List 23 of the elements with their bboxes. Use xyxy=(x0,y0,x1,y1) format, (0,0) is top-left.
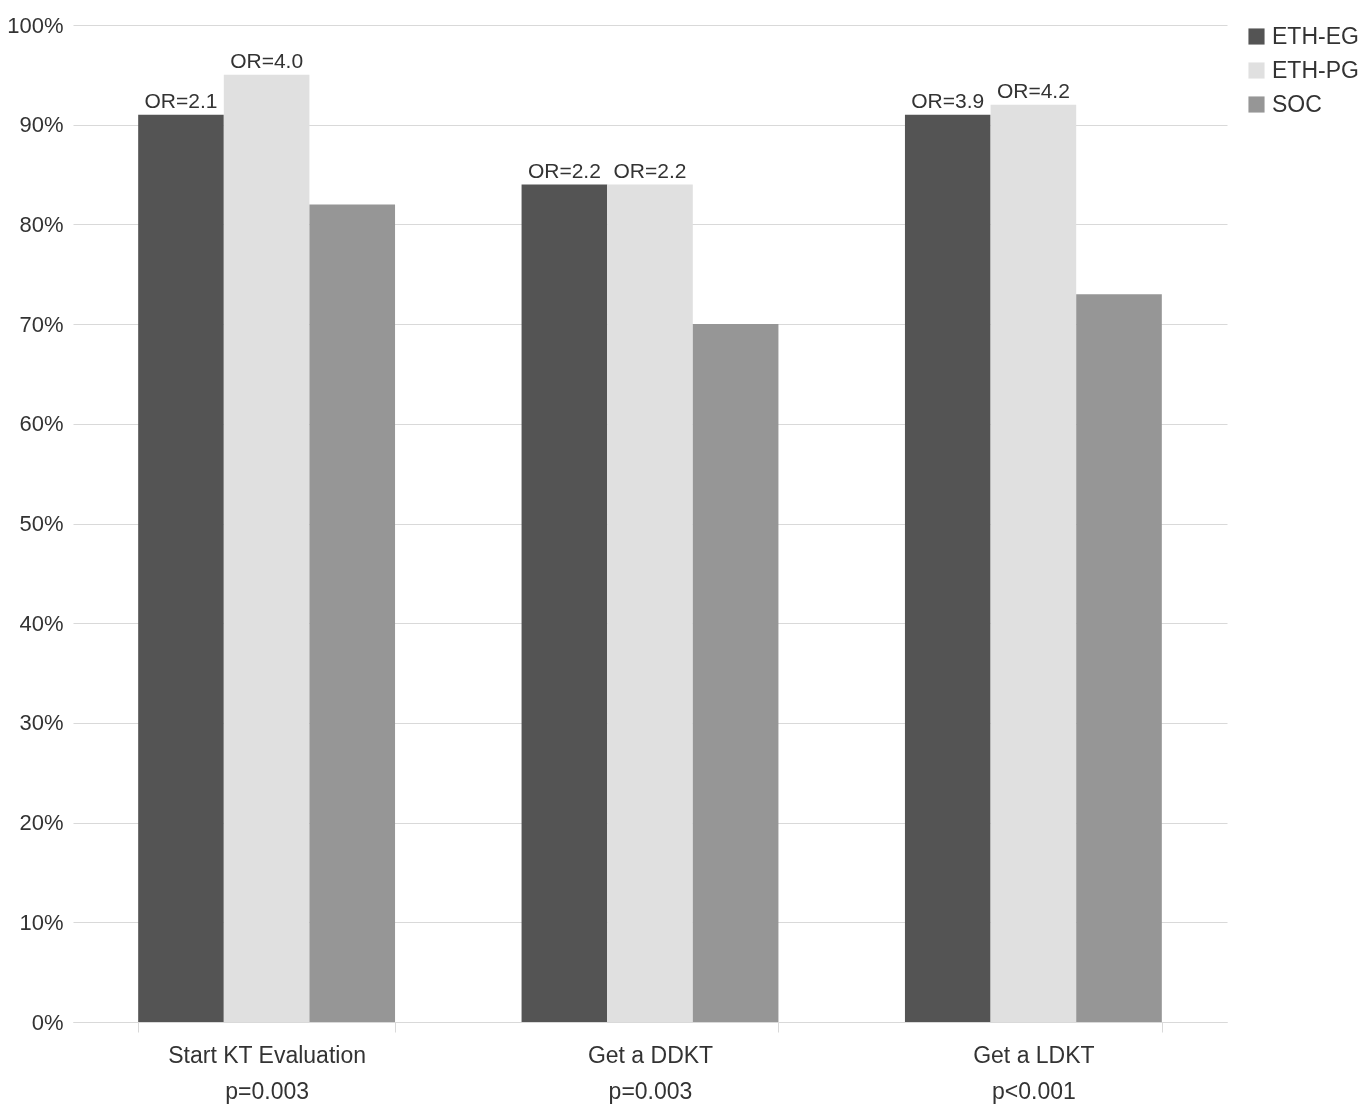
x-tick-label: Get a DDKT p=0.003 xyxy=(587,1041,714,1104)
x-tick-label: Start KT Evaluation p=0.003 xyxy=(168,1041,366,1104)
y-tick-label: 60% xyxy=(19,411,64,437)
y-tick-label: 50% xyxy=(19,511,64,536)
annotation: OR=4.0 xyxy=(230,48,304,72)
y-tick-label: 20% xyxy=(19,810,64,836)
y-tick-label: 70% xyxy=(19,311,64,337)
y-tick-label: 40% xyxy=(19,610,64,636)
y-tick-label: 0% xyxy=(31,1009,64,1035)
y-tick-label: 100% xyxy=(7,12,64,38)
y-tick-label: 10% xyxy=(19,909,64,935)
x-tick-label: Get a LDKT p<0.001 xyxy=(973,1041,1095,1104)
annotation: OR=4.2 xyxy=(996,78,1070,102)
annotation: OR=3.9 xyxy=(911,88,985,112)
annotation: OR=2.1 xyxy=(144,88,218,112)
y-tick-label: 80% xyxy=(19,211,64,237)
annotation: OR=2.2 xyxy=(613,158,687,182)
legend-label: ETH-PG xyxy=(1272,56,1359,83)
y-tick-label: 30% xyxy=(19,710,64,736)
annotation: OR=2.2 xyxy=(527,158,601,182)
legend-label: SOC xyxy=(1272,90,1322,117)
legend-label: ETH-EG xyxy=(1272,22,1359,49)
y-tick-label: 90% xyxy=(19,112,64,138)
